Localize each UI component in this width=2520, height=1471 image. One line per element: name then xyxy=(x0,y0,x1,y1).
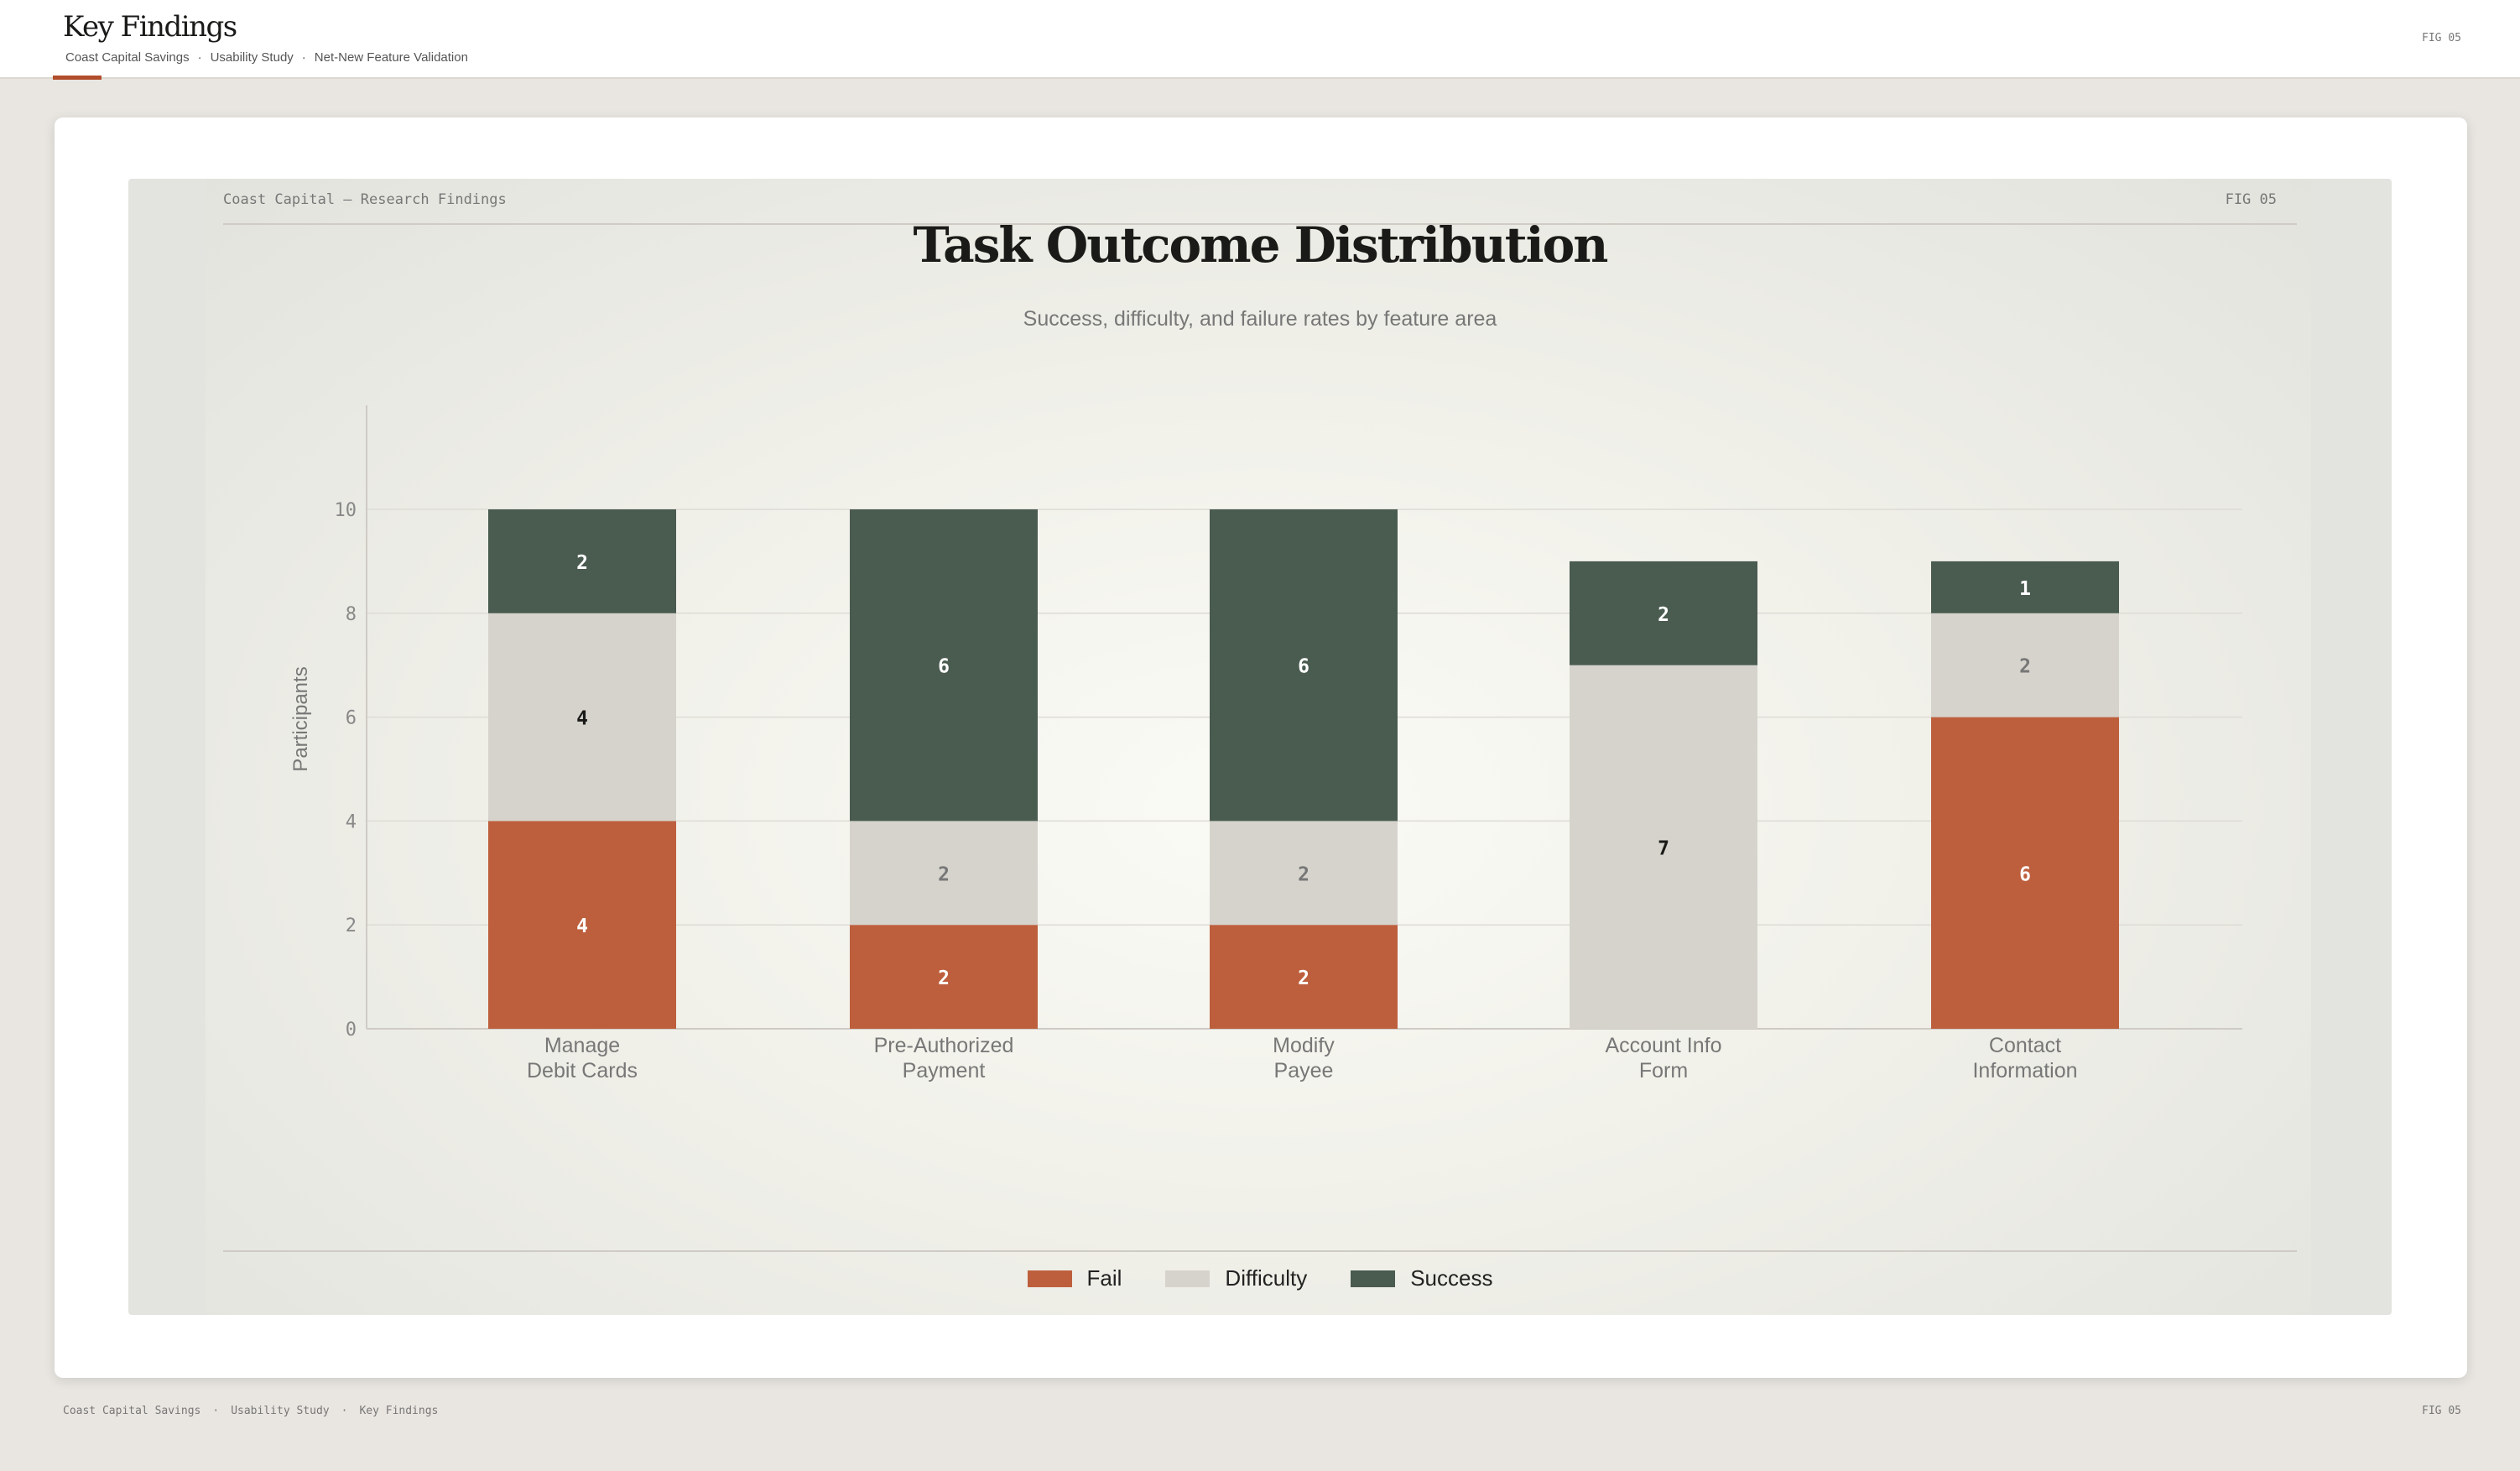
x-tick-label: Payee xyxy=(1274,1059,1334,1082)
bar-segment-fail xyxy=(1931,717,2119,1029)
panel-header: Coast Capital — Research Findings xyxy=(223,191,507,208)
data-label: 2 xyxy=(576,552,588,574)
y-tick-label: 2 xyxy=(346,915,357,936)
panel-figure-number: FIG 05 xyxy=(2225,191,2277,208)
bar-segment-difficulty xyxy=(850,821,1038,926)
bar-segment-difficulty xyxy=(1570,665,1757,1029)
data-label: 2 xyxy=(1298,863,1309,885)
bar-segment-difficulty xyxy=(1931,613,2119,717)
data-label: 1 xyxy=(2019,578,2031,600)
x-tick-label: Pre-Authorized xyxy=(874,1034,1014,1057)
chart-title: Task Outcome Distribution xyxy=(913,216,1609,274)
data-label: 2 xyxy=(1298,968,1309,989)
bar-segment-difficulty xyxy=(1210,821,1398,926)
x-tick-label: Manage xyxy=(544,1034,620,1057)
breadcrumb: Coast Capital Savings · Usability Study · … xyxy=(65,50,468,65)
y-tick-label: 8 xyxy=(346,604,357,625)
bar-segment-success xyxy=(488,509,676,613)
y-axis-label: Participants xyxy=(289,666,312,771)
data-label: 6 xyxy=(938,656,950,678)
y-tick-label: 4 xyxy=(346,811,357,832)
legend-swatch xyxy=(1165,1270,1211,1287)
bar-segment-difficulty xyxy=(488,613,676,822)
bar-segment-success xyxy=(850,509,1038,822)
footer-figure-number: FIG 05 xyxy=(2422,1405,2461,1417)
x-tick-label: Debit Cards xyxy=(527,1059,638,1082)
active-indicator xyxy=(53,76,102,80)
x-tick-label: Information xyxy=(1972,1059,2077,1082)
data-label: 7 xyxy=(1658,837,1669,859)
data-label: 6 xyxy=(2019,863,2031,885)
bar-segment-fail xyxy=(1210,925,1398,1029)
top-bar: Key Findings Coast Capital Savings · Usab… xyxy=(0,0,2520,80)
data-label: 2 xyxy=(938,968,950,989)
bar-segment-success xyxy=(1931,561,2119,613)
x-tick-label: Form xyxy=(1639,1059,1688,1082)
page-title: Key Findings xyxy=(63,10,237,44)
breadcrumb-item[interactable]: Net-New Feature Validation xyxy=(314,50,468,65)
data-label: 2 xyxy=(2019,656,2031,678)
data-label: 6 xyxy=(1298,656,1309,678)
data-label: 2 xyxy=(1658,604,1669,626)
x-tick-label: Modify xyxy=(1273,1034,1335,1057)
breadcrumb-item[interactable]: Usability Study xyxy=(210,50,294,65)
legend: Fail Difficulty Success xyxy=(0,1265,2520,1291)
legend-item-difficulty: Difficulty xyxy=(1165,1265,1307,1291)
y-tick-label: 10 xyxy=(335,500,357,521)
x-tick-label: Contact xyxy=(1989,1034,2061,1057)
bar-segment-success xyxy=(1570,561,1757,665)
divider xyxy=(223,223,2297,225)
legend-swatch xyxy=(1027,1270,1072,1287)
x-tick-label: Account Info xyxy=(1606,1034,1722,1057)
data-label: 4 xyxy=(576,708,588,730)
bar-segment-fail xyxy=(850,925,1038,1029)
footer-breadcrumb: Coast Capital Savings · Usability Study · … xyxy=(63,1405,439,1417)
legend-item-success: Success xyxy=(1351,1265,1492,1291)
bar-segment-fail xyxy=(488,821,676,1029)
divider xyxy=(223,1250,2297,1252)
breadcrumb-item[interactable]: Coast Capital Savings xyxy=(65,50,190,65)
chart-subtitle: Success, difficulty, and failure rates b… xyxy=(1023,307,1497,331)
y-tick-label: 0 xyxy=(346,1020,357,1041)
legend-item-fail: Fail xyxy=(1027,1265,1122,1291)
y-tick-label: 6 xyxy=(346,708,357,729)
legend-swatch xyxy=(1351,1270,1396,1287)
x-tick-label: Payment xyxy=(903,1059,986,1082)
bar-segment-success xyxy=(1210,509,1398,822)
data-label: 4 xyxy=(576,915,588,937)
data-label: 2 xyxy=(938,863,950,885)
figure-number: FIG 05 xyxy=(2422,32,2461,44)
